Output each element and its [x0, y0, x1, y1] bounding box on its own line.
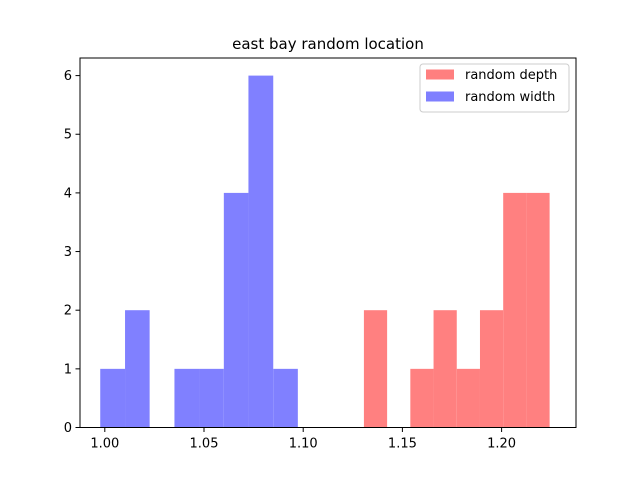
x-tick-label: 1.10 [289, 437, 318, 452]
legend-label-random-width: random width [465, 90, 555, 105]
bar-random-width-6 [248, 75, 274, 428]
legend-box [419, 63, 570, 113]
legend-label-random-depth: random depth [465, 68, 557, 83]
bar-random-depth-2 [410, 368, 434, 428]
bar-random-depth-6 [503, 192, 527, 428]
y-axis: 0 1 2 3 4 5 6 [64, 69, 80, 436]
bars-layer [100, 75, 550, 428]
x-tick-label: 1.05 [190, 437, 219, 452]
bar-random-depth-7 [526, 192, 550, 428]
y-tick-label: 0 [64, 421, 72, 436]
x-tick-label: 1.15 [388, 437, 417, 452]
plot-frame [79, 57, 577, 428]
legend-swatch-random-width [426, 91, 454, 102]
y-tick-label: 4 [64, 186, 72, 201]
y-tick-label: 3 [64, 245, 72, 260]
x-tick-label: 1.00 [90, 437, 119, 452]
bar-random-width-7 [273, 368, 298, 428]
bar-random-width-0 [100, 368, 126, 428]
bar-random-width-1 [125, 310, 150, 428]
y-tick-label: 6 [64, 69, 72, 84]
bar-random-depth-5 [479, 310, 504, 428]
y-tick-label: 5 [64, 128, 72, 143]
x-axis: 1.00 1.05 1.10 1.15 1.20 [90, 427, 516, 452]
y-tick-label: 1 [64, 362, 72, 377]
legend: random depth random width [419, 63, 570, 113]
bar-random-depth-4 [456, 368, 480, 428]
bar-random-width-4 [199, 368, 224, 428]
y-tick-label: 2 [64, 304, 72, 319]
bar-random-depth-3 [433, 310, 457, 428]
x-tick-label: 1.20 [487, 437, 516, 452]
legend-swatch-random-depth [426, 69, 454, 80]
bar-random-width-5 [223, 192, 249, 428]
bar-random-width-3 [174, 368, 200, 428]
chart-title: east bay random location [232, 35, 424, 53]
bar-random-depth-0 [363, 310, 388, 428]
